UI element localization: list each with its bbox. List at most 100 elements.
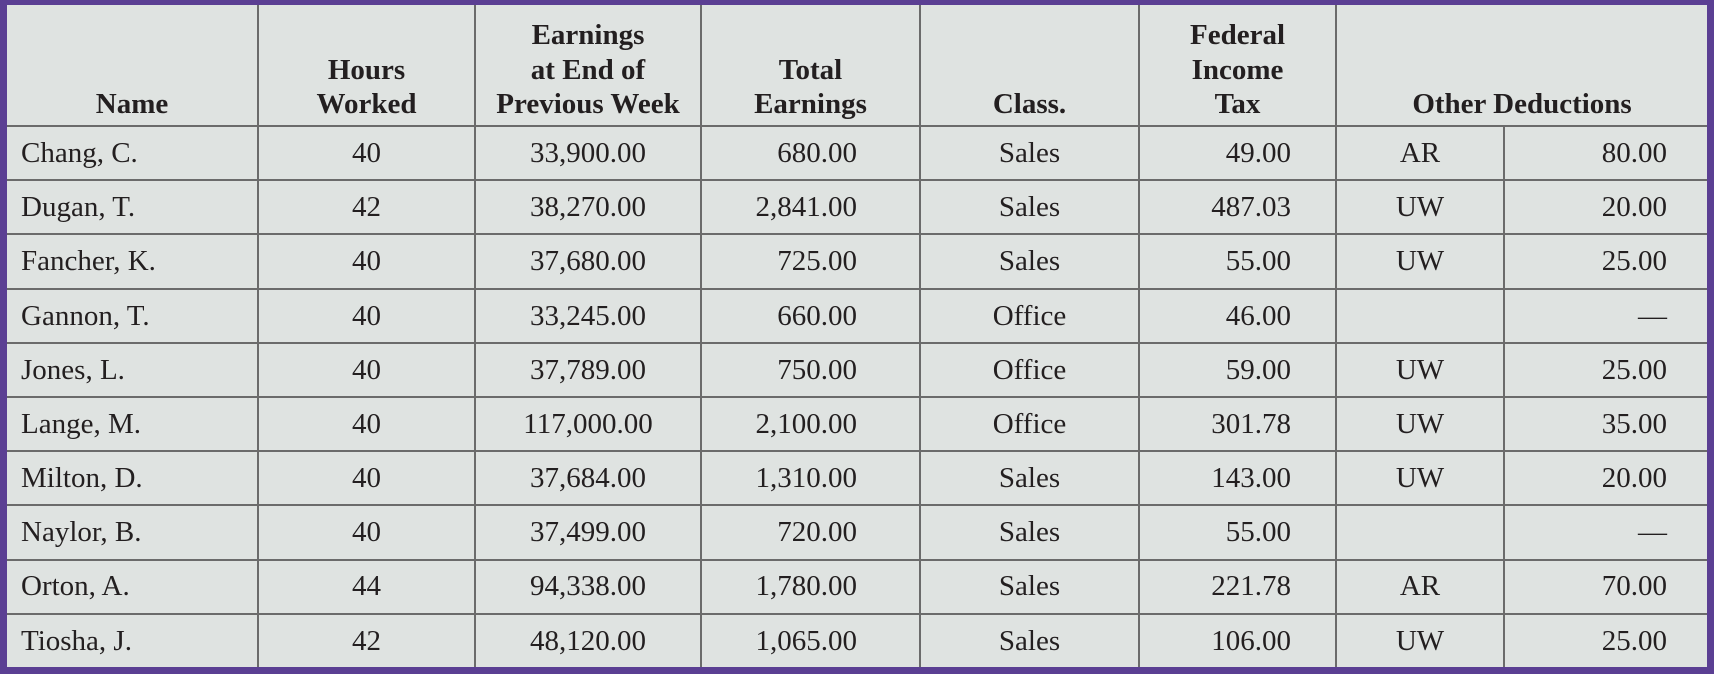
cell-deduction-amount: 80.00: [1502, 124, 1708, 182]
cell-total-earnings: 2,841.00: [700, 179, 921, 236]
cell-federal-income-tax: 55.00: [1138, 504, 1337, 561]
cell-deduction-amount: 25.00: [1502, 341, 1708, 398]
cell-prev-earnings: 48,120.00: [474, 612, 702, 667]
cell-class: Sales: [919, 558, 1140, 615]
header-prev-line: at End of: [530, 53, 646, 86]
cell-federal-income-tax: 106.00: [1138, 612, 1337, 667]
header-hours-line: Hours: [327, 53, 406, 86]
cell-name: Milton, D.: [7, 450, 259, 507]
cell-hours-worked: 44: [257, 558, 476, 615]
cell-class: Sales: [919, 124, 1140, 182]
cell-prev-earnings: 38,270.00: [474, 179, 702, 236]
cell-federal-income-tax: 221.78: [1138, 558, 1337, 615]
cell-deduction-amount: 20.00: [1502, 450, 1708, 507]
cell-class: Sales: [919, 179, 1140, 236]
cell-name: Jones, L.: [7, 341, 259, 398]
cell-deduction-code: UW: [1335, 612, 1505, 667]
cell-class: Sales: [919, 233, 1140, 290]
cell-federal-income-tax: 55.00: [1138, 233, 1337, 290]
header-fit-line: Federal: [1189, 19, 1285, 52]
cell-hours-worked: 40: [257, 287, 476, 344]
cell-federal-income-tax: 59.00: [1138, 341, 1337, 398]
cell-total-earnings: 750.00: [700, 341, 921, 398]
cell-name: Naylor, B.: [7, 504, 259, 561]
header-total-line: Total: [778, 53, 843, 86]
cell-total-earnings: 720.00: [700, 504, 921, 561]
cell-prev-earnings: 37,684.00: [474, 450, 702, 507]
header-fit-line: Tax: [1214, 87, 1261, 120]
cell-name: Dugan, T.: [7, 179, 259, 236]
cell-name: Orton, A.: [7, 558, 259, 615]
cell-hours-worked: 40: [257, 124, 476, 182]
cell-hours-worked: 40: [257, 233, 476, 290]
cell-federal-income-tax: 487.03: [1138, 179, 1337, 236]
header-name: Name: [7, 5, 259, 127]
header-prev-line: Earnings: [531, 19, 645, 52]
table-row: Chang, C. 40 33,900.00 680.00 Sales 49.00 AR 80…: [7, 124, 1708, 182]
header-fit-line: Income: [1191, 53, 1284, 86]
header-row: Name Hours Worked Earnings at End of Pre…: [7, 5, 1708, 127]
cell-hours-worked: 40: [257, 341, 476, 398]
header-federal-income-tax: Federal Income Tax: [1138, 5, 1337, 127]
cell-prev-earnings: 37,680.00: [474, 233, 702, 290]
cell-class: Office: [919, 341, 1140, 398]
header-hours-worked: Hours Worked: [257, 5, 476, 127]
cell-total-earnings: 1,310.00: [700, 450, 921, 507]
cell-deduction-code: UW: [1335, 341, 1505, 398]
table-row: Gannon, T. 40 33,245.00 660.00 Office 46.00 —: [7, 287, 1708, 344]
cell-prev-earnings: 37,789.00: [474, 341, 702, 398]
cell-name: Lange, M.: [7, 395, 259, 453]
table-row: Naylor, B. 40 37,499.00 720.00 Sales 55.00 —: [7, 504, 1708, 561]
header-prev-earnings: Earnings at End of Previous Week: [474, 5, 702, 127]
cell-prev-earnings: 37,499.00: [474, 504, 702, 561]
cell-hours-worked: 42: [257, 179, 476, 236]
cell-class: Sales: [919, 450, 1140, 507]
cell-deduction-code: UW: [1335, 233, 1505, 290]
cell-deduction-amount: 35.00: [1502, 395, 1708, 453]
cell-deduction-amount: 20.00: [1502, 179, 1708, 236]
cell-federal-income-tax: 49.00: [1138, 124, 1337, 182]
cell-name: Gannon, T.: [7, 287, 259, 344]
table-row: Lange, M. 40 117,000.00 2,100.00 Office 301.7…: [7, 395, 1708, 453]
table-row: Dugan, T. 42 38,270.00 2,841.00 Sales 487.03 U…: [7, 179, 1708, 236]
cell-prev-earnings: 94,338.00: [474, 558, 702, 615]
cell-hours-worked: 42: [257, 612, 476, 667]
cell-hours-worked: 40: [257, 395, 476, 453]
cell-class: Office: [919, 395, 1140, 453]
cell-deduction-code: AR: [1335, 558, 1505, 615]
cell-deduction-amount: 25.00: [1502, 233, 1708, 290]
cell-class: Sales: [919, 612, 1140, 667]
cell-federal-income-tax: 301.78: [1138, 395, 1337, 453]
header-total-earnings: Total Earnings: [700, 5, 921, 127]
cell-class: Office: [919, 287, 1140, 344]
cell-deduction-amount: 25.00: [1502, 612, 1708, 667]
cell-deduction-code: AR: [1335, 124, 1505, 182]
table-row: Milton, D. 40 37,684.00 1,310.00 Sales 143.00…: [7, 450, 1708, 507]
cell-prev-earnings: 117,000.00: [474, 395, 702, 453]
cell-total-earnings: 2,100.00: [700, 395, 921, 453]
cell-class: Sales: [919, 504, 1140, 561]
cell-total-earnings: 725.00: [700, 233, 921, 290]
table-row: Orton, A. 44 94,338.00 1,780.00 Sales 221.78 A…: [7, 558, 1708, 615]
cell-federal-income-tax: 143.00: [1138, 450, 1337, 507]
cell-deduction-amount: —: [1502, 287, 1708, 344]
cell-deduction-code: UW: [1335, 450, 1505, 507]
header-prev-line: Previous Week: [496, 87, 680, 120]
table-row: Fancher, K. 40 37,680.00 725.00 Sales 55.00 UW…: [7, 233, 1708, 290]
cell-total-earnings: 1,065.00: [700, 612, 921, 667]
cell-hours-worked: 40: [257, 504, 476, 561]
header-hours-line: Worked: [316, 87, 417, 120]
cell-prev-earnings: 33,900.00: [474, 124, 702, 182]
cell-deduction-code: UW: [1335, 179, 1505, 236]
cell-hours-worked: 40: [257, 450, 476, 507]
header-class: Class.: [919, 5, 1140, 127]
cell-total-earnings: 660.00: [700, 287, 921, 344]
cell-deduction-code: [1335, 287, 1505, 344]
cell-deduction-amount: —: [1502, 504, 1708, 561]
header-total-line: Earnings: [754, 87, 867, 120]
cell-deduction-code: [1335, 504, 1505, 561]
table-row: Jones, L. 40 37,789.00 750.00 Office 59.00 UW 2…: [7, 341, 1708, 398]
cell-deduction-code: UW: [1335, 395, 1505, 453]
cell-name: Fancher, K.: [7, 233, 259, 290]
